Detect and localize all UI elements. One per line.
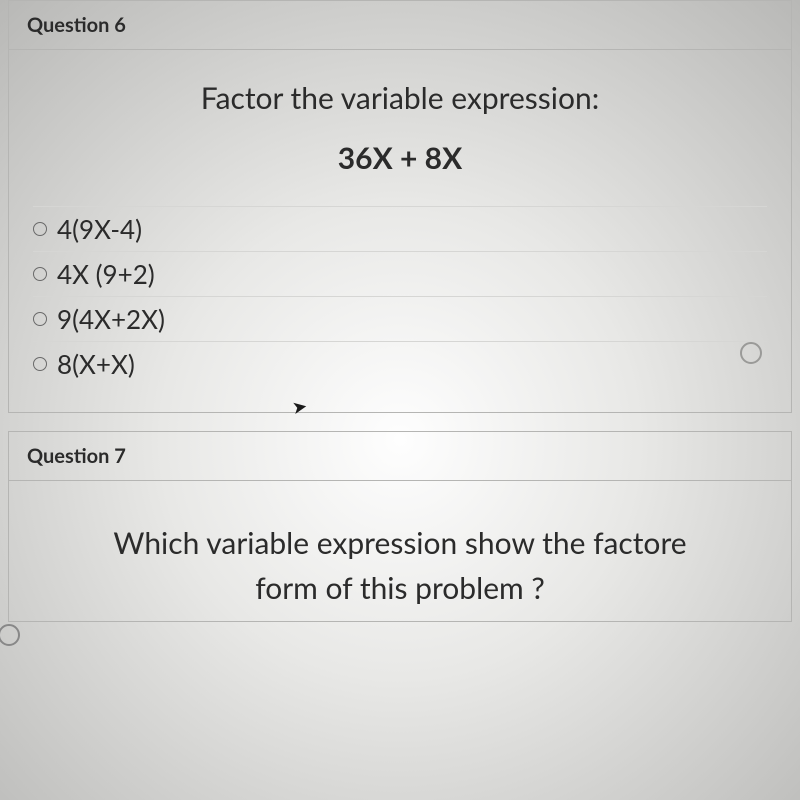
radio-icon <box>33 312 47 326</box>
option-label: 9(4X+2X) <box>57 303 165 335</box>
flag-question-icon[interactable] <box>740 342 762 364</box>
question-7-prompt-line1: Which variable expression show the facto… <box>19 521 781 566</box>
radio-icon <box>33 222 47 236</box>
radio-icon <box>33 267 47 281</box>
option-label: 4(9X-4) <box>57 213 142 245</box>
question-6-block: Question 6 Factor the variable expressio… <box>8 0 792 413</box>
radio-icon <box>33 357 47 371</box>
quiz-page: Question 6 Factor the variable expressio… <box>0 0 800 800</box>
question-6-prompt: Factor the variable expression: <box>29 80 771 116</box>
option-row[interactable]: 4(9X-4) <box>33 206 767 251</box>
question-7-prompt-line2: form of this problem ? <box>19 566 781 611</box>
option-row[interactable]: 4X (9+2) <box>33 251 767 296</box>
question-7-body: Which variable expression show the facto… <box>9 481 791 621</box>
question-6-expression: 36X + 8X <box>29 140 771 176</box>
option-label: 8(X+X) <box>57 348 135 380</box>
option-row[interactable]: 8(X+X) <box>33 341 767 386</box>
question-6-body: Factor the variable expression: 36X + 8X… <box>9 50 791 412</box>
option-row[interactable]: 9(4X+2X) <box>33 296 767 341</box>
question-6-header: Question 6 <box>9 1 791 50</box>
question-7-block: Question 7 Which variable expression sho… <box>8 431 792 622</box>
left-marker-icon <box>0 624 20 646</box>
question-7-header: Question 7 <box>9 432 791 481</box>
question-6-options: 4(9X-4) 4X (9+2) 9(4X+2X) 8(X+X) <box>29 206 771 402</box>
option-label: 4X (9+2) <box>57 258 155 290</box>
